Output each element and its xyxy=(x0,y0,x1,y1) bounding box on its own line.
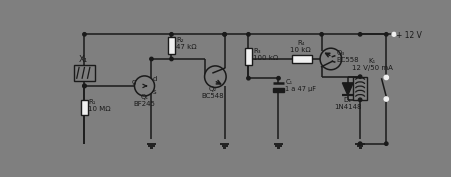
Circle shape xyxy=(247,76,250,80)
Circle shape xyxy=(384,75,388,80)
Circle shape xyxy=(83,84,86,88)
Text: K₁
12 V/50 mA: K₁ 12 V/50 mA xyxy=(352,58,393,71)
Text: d: d xyxy=(153,76,157,82)
Circle shape xyxy=(320,33,323,36)
Text: g: g xyxy=(131,79,136,85)
Circle shape xyxy=(359,33,362,36)
Text: + 12 V: + 12 V xyxy=(396,31,422,40)
Circle shape xyxy=(359,98,362,101)
Circle shape xyxy=(170,33,173,36)
Circle shape xyxy=(359,142,362,145)
Text: R₃
100 kΩ: R₃ 100 kΩ xyxy=(253,48,278,61)
Circle shape xyxy=(277,76,280,80)
Circle shape xyxy=(83,84,86,88)
Bar xyxy=(74,65,95,81)
Text: Q₃
BC558: Q₃ BC558 xyxy=(336,50,359,63)
Text: C₁
1 a 47 μF: C₁ 1 a 47 μF xyxy=(285,79,317,92)
Text: s: s xyxy=(153,89,156,95)
Circle shape xyxy=(392,32,396,36)
Circle shape xyxy=(385,142,388,145)
Bar xyxy=(353,77,367,100)
Circle shape xyxy=(150,57,153,61)
Text: X₁: X₁ xyxy=(78,55,87,64)
Circle shape xyxy=(223,33,226,36)
Circle shape xyxy=(83,33,86,36)
Text: Q₂
BC548: Q₂ BC548 xyxy=(201,86,224,99)
Circle shape xyxy=(170,57,173,61)
Bar xyxy=(81,100,88,115)
Circle shape xyxy=(134,76,155,96)
Circle shape xyxy=(359,75,362,78)
Circle shape xyxy=(320,48,341,70)
Text: R₄
10 kΩ: R₄ 10 kΩ xyxy=(290,40,311,53)
Text: D₁
1N4148: D₁ 1N4148 xyxy=(334,97,362,110)
Text: R₂
47 kΩ: R₂ 47 kΩ xyxy=(176,37,197,50)
Polygon shape xyxy=(342,83,353,95)
Bar xyxy=(273,88,284,92)
Circle shape xyxy=(385,33,388,36)
Text: R₁
10 MΩ: R₁ 10 MΩ xyxy=(88,99,111,112)
Circle shape xyxy=(384,97,388,101)
Bar xyxy=(168,37,175,54)
Circle shape xyxy=(223,33,226,36)
Bar xyxy=(292,55,313,63)
Bar xyxy=(244,48,252,65)
Circle shape xyxy=(247,33,250,36)
Circle shape xyxy=(205,66,226,87)
Text: Q₁
BF245: Q₁ BF245 xyxy=(133,94,156,107)
